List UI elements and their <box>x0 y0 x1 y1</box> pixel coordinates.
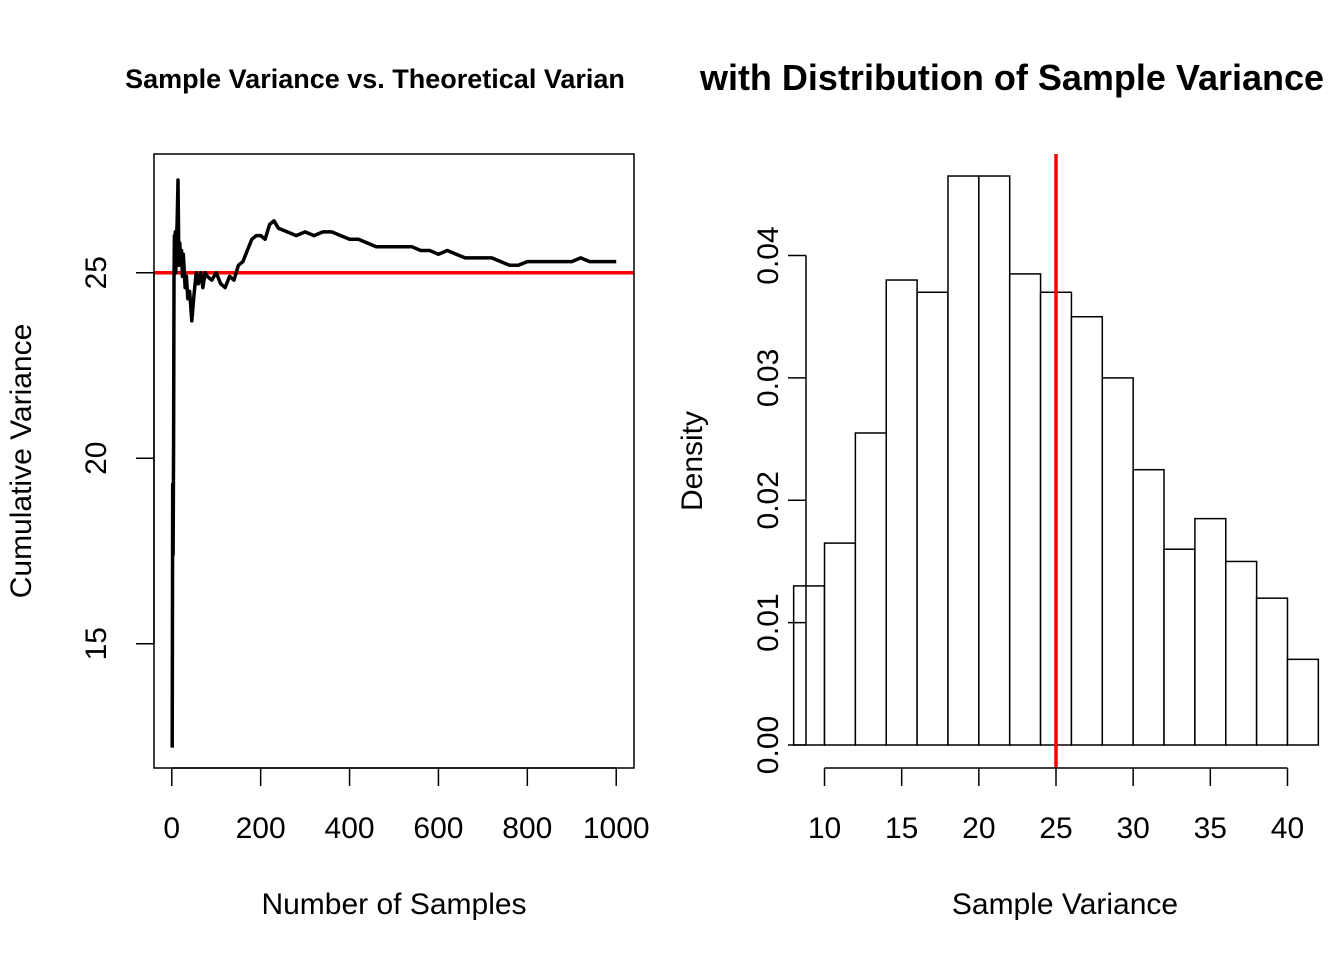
histogram-bar <box>1194 517 1227 746</box>
histogram-bar <box>1070 315 1104 746</box>
x-tick-label: 600 <box>413 812 463 845</box>
y-tick-label: 25 <box>80 256 113 289</box>
x-tick-label: 800 <box>502 812 552 845</box>
x-tick-label: 15 <box>885 812 918 845</box>
histogram-bar <box>1225 560 1258 746</box>
right-y-axis-label: Density <box>676 411 709 511</box>
x-tick-label: 30 <box>1116 812 1149 845</box>
y-tick-label: 20 <box>80 442 113 475</box>
left-y-axis: 15 20 25 <box>80 256 155 660</box>
histogram-bar <box>1163 548 1196 746</box>
x-tick-label: 25 <box>1039 812 1072 845</box>
right-x-axis: 10 15 20 25 30 35 40 <box>808 767 1304 845</box>
x-tick-label: 0 <box>163 812 180 845</box>
x-tick-label: 20 <box>962 812 995 845</box>
histogram-bars <box>792 175 1320 746</box>
histogram-bar <box>1101 377 1134 746</box>
right-y-axis: 0.00 0.01 0.02 0.03 0.04 <box>752 226 807 774</box>
histogram-bar <box>1255 597 1289 746</box>
cumulative-variance-series <box>170 178 617 748</box>
histogram-bar <box>823 542 857 746</box>
x-tick-label: 10 <box>808 812 841 845</box>
x-tick-label: 200 <box>236 812 286 845</box>
histogram-bar <box>792 585 826 746</box>
x-tick-label: 400 <box>325 812 375 845</box>
y-tick-label: 0.02 <box>752 471 785 529</box>
right-x-axis-label: Sample Variance <box>952 888 1178 921</box>
x-tick-label: 40 <box>1271 812 1304 845</box>
y-tick-label: 0.04 <box>752 226 785 284</box>
x-tick-label: 35 <box>1194 812 1227 845</box>
histogram-bar <box>1286 658 1320 746</box>
histogram-bar <box>885 279 918 746</box>
left-x-axis: 0 200 400 600 800 1000 <box>163 767 650 845</box>
y-tick-label: 0.00 <box>752 716 785 774</box>
right-chart-title: with Distribution of Sample Variance <box>699 57 1324 98</box>
y-tick-label: 0.01 <box>752 593 785 651</box>
histogram-bar <box>854 432 887 746</box>
left-y-axis-label: Cumulative Variance <box>5 324 38 599</box>
x-tick-label: 1000 <box>583 812 650 845</box>
histogram-bar <box>916 291 949 746</box>
left-x-axis-label: Number of Samples <box>261 888 526 921</box>
histogram-bar <box>947 175 980 746</box>
cumulative-variance-plot: 0 200 400 600 800 1000 15 20 25 Number of Sampl… <box>5 153 650 921</box>
series-line-0 <box>170 178 617 748</box>
left-chart-title: Sample Variance vs. Theoretical Varian <box>125 64 625 94</box>
y-tick-label: 15 <box>80 627 113 660</box>
histogram-bar <box>978 175 1011 746</box>
histogram-bar <box>1008 273 1042 746</box>
histogram-bar <box>1132 468 1165 746</box>
y-tick-label: 0.03 <box>752 349 785 407</box>
sample-variance-histogram: 10 15 20 25 30 35 40 0.00 0.01 0.02 0.03 0.04 Samp… <box>676 154 1320 921</box>
